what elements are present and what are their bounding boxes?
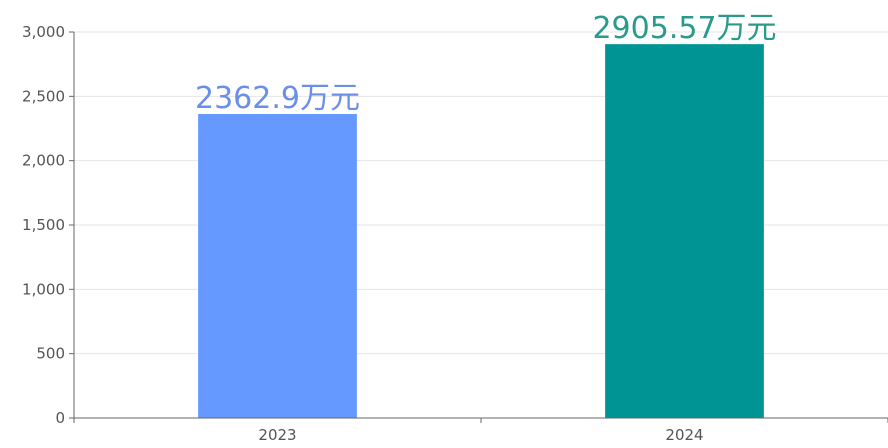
- data-labels: 2362.9万元 2905.57万元: [195, 11, 777, 116]
- y-tick-label: 3,000: [22, 23, 65, 41]
- y-tick-label: 2,000: [22, 152, 65, 170]
- data-label-2024: 2905.57万元: [592, 11, 776, 46]
- x-tick-label: 2024: [665, 426, 703, 444]
- data-label-2023: 2362.9万元: [195, 81, 360, 116]
- y-tick-label: 500: [36, 345, 65, 363]
- bars: [198, 44, 764, 418]
- y-axis-ticks: 0 500 1,000 1,500 2,000 2,500 3,000: [22, 23, 74, 427]
- y-tick-label: 1,000: [22, 280, 65, 298]
- x-axis-ticks: 2023 2024: [73, 418, 888, 444]
- bar-2024: [605, 44, 764, 418]
- y-tick-label: 1,500: [22, 216, 65, 234]
- bar-2023: [198, 113, 357, 418]
- x-tick-label: 2023: [258, 426, 296, 444]
- y-tick-label: 0: [55, 409, 65, 427]
- y-tick-label: 2,500: [22, 87, 65, 105]
